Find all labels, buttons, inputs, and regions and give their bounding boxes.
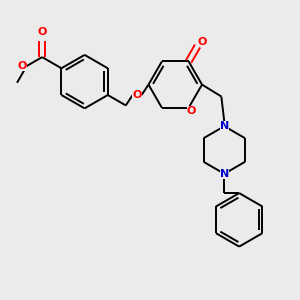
Text: O: O: [17, 61, 27, 71]
Text: O: O: [133, 90, 142, 100]
Text: O: O: [38, 27, 47, 38]
Text: N: N: [220, 121, 229, 131]
Text: O: O: [197, 37, 207, 46]
Text: N: N: [220, 169, 229, 179]
Text: O: O: [187, 106, 196, 116]
